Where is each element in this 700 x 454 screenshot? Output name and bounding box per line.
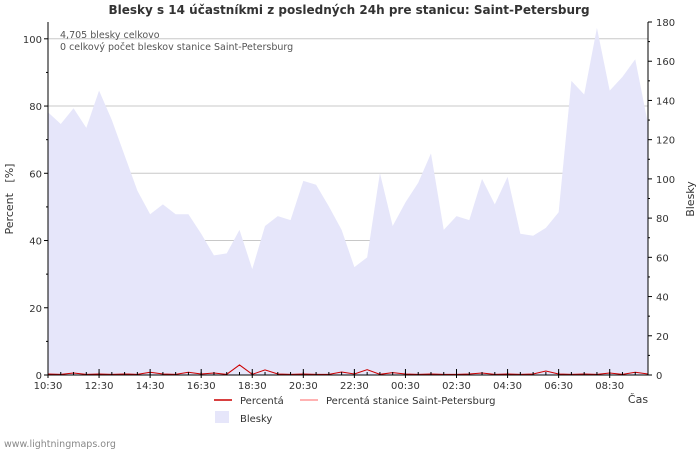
legend-label-station-percenta: Percentá stanice Saint-Petersburg [326, 395, 495, 407]
y-right-tick-label-40: 40 [656, 293, 669, 304]
y-right-tick-label-80: 80 [656, 214, 669, 225]
area-series [48, 27, 648, 376]
x-tick-label-0230: 02:30 [442, 381, 471, 392]
y-left-tick-label-100: 100 [23, 35, 42, 46]
y-right-tick-label-60: 60 [656, 253, 669, 264]
annotation-total-strikes: 4,705 blesky celkovo [60, 30, 160, 41]
y-axis-left-label: Percent [%] [3, 164, 16, 235]
x-tick-label-0030: 00:30 [391, 381, 420, 392]
x-tick-label-0830: 08:30 [595, 381, 624, 392]
legend-label-percenta: Percentá [240, 395, 284, 407]
series-percent-line [47, 364, 649, 375]
x-tick-label-1030: 10:30 [34, 381, 63, 392]
x-tick-label-0430: 04:30 [493, 381, 522, 392]
y-left-tick-label-40: 40 [29, 237, 42, 248]
y-left-tick-label-20: 20 [29, 304, 42, 315]
x-tick-label-1630: 16:30 [187, 381, 216, 392]
footer-source: www.lightningmaps.org [4, 439, 116, 450]
y-right-tick-label-180: 180 [656, 18, 675, 29]
y-left-tick-label-80: 80 [29, 102, 42, 113]
x-tick-label-1830: 18:30 [238, 381, 267, 392]
legend-swatch-blesky [215, 411, 229, 423]
y-right-tick-label-20: 20 [656, 332, 669, 343]
annotation-station-strikes: 0 celkový počet bleskov stanice Saint-Pe… [60, 42, 293, 53]
x-tick-label-1430: 14:30 [136, 381, 165, 392]
x-tick-label-1230: 12:30 [85, 381, 114, 392]
x-axis-label: Čas [628, 393, 648, 406]
y-left-tick-label-0: 0 [36, 371, 42, 382]
x-tick-label-2030: 20:30 [289, 381, 318, 392]
legend: Percentá Percentá stanice Saint-Petersbu… [214, 395, 495, 425]
y-axis-right-label: Blesky [684, 181, 697, 217]
y-right-tick-label-120: 120 [656, 136, 675, 147]
y-right-tick-label-100: 100 [656, 175, 675, 186]
axes: 0 20 40 60 80 100 0 20 40 60 80 100 120 140 160 180 10:3… [23, 18, 675, 392]
chart-title: Blesky s 14 účastníkmi z posledných 24h … [108, 3, 589, 17]
x-tick-label-2230: 22:30 [340, 381, 369, 392]
x-tick-label-0630: 06:30 [544, 381, 573, 392]
legend-label-blesky: Blesky [240, 414, 272, 425]
y-right-tick-label-140: 140 [656, 96, 675, 107]
y-left-tick-label-60: 60 [29, 169, 42, 180]
series-blesky-area [48, 27, 648, 376]
y-right-tick-label-0: 0 [656, 371, 662, 382]
y-right-tick-label-160: 160 [656, 57, 675, 68]
